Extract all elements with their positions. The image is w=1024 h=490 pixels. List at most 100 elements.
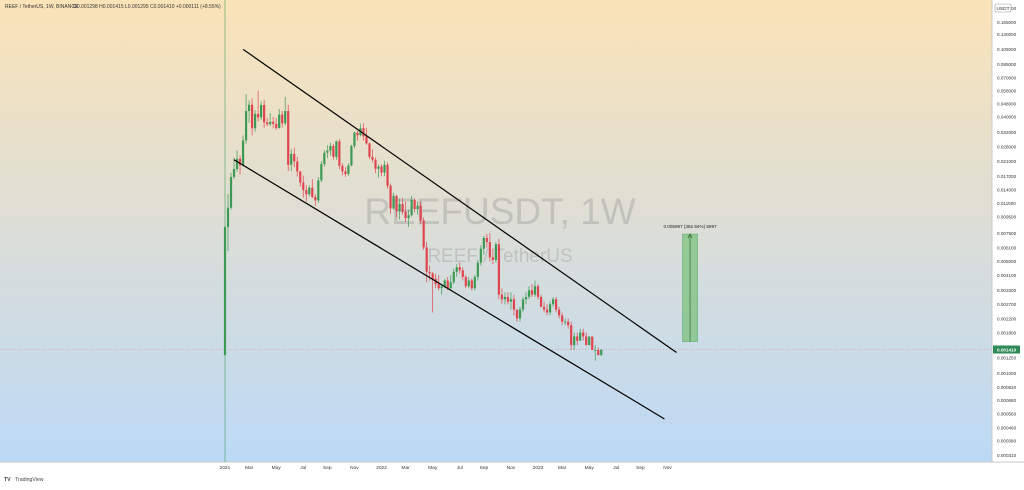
x-tick-label: 2023 [533,465,544,471]
candle-body [582,332,585,337]
candle-body [241,140,245,166]
candle-body [250,104,254,129]
candle-body [570,325,573,346]
x-tick-label: 2022 [376,465,387,471]
y-tick-label: 0.130000 [997,32,1017,37]
candle-body [585,336,588,346]
y-tick-label: 0.048000 [997,102,1017,107]
candle-body [365,136,368,144]
candle-body [278,114,281,129]
candle-body [374,159,377,169]
candle-body [338,141,341,166]
y-tick-label: 0.009500 [997,214,1017,219]
y-tick-label: 0.003300 [997,288,1017,293]
candle-body [464,276,467,287]
candle-body [395,195,398,211]
y-tick-label: 0.155000 [997,20,1017,25]
candle-body [335,141,338,157]
candle-body [299,171,302,183]
candle-body [576,336,579,341]
candle-body [368,143,371,157]
y-tick-label: 0.032000 [997,130,1017,135]
tradingview-logo-icon: TV [4,477,11,483]
candle-body [533,286,537,295]
currency-badge-label: USDT [996,6,1009,12]
ohlc-readout: O0.001298 H0.001415 L0.001295 C0.001410 … [73,4,221,10]
candle-body [284,111,287,124]
candle-body [341,165,344,172]
candle-body [425,247,428,272]
candle-body [308,187,311,195]
candle-body [428,271,431,274]
candle-body [383,164,386,173]
channel-upper-line[interactable] [242,48,677,354]
candle-body [260,104,263,118]
candle-body [530,290,534,295]
candle-body [431,273,434,279]
candle-body [223,226,227,356]
candle-body [275,123,278,129]
candle-body [353,132,356,146]
y-tick-label: 0.070000 [997,75,1017,80]
x-tick-label: Sep [323,465,332,471]
candle-body [247,104,251,111]
candle-body [344,171,347,175]
target-arrow-head-icon [687,233,693,239]
candle-body [494,244,497,260]
candle-body [229,176,233,208]
candle-body [290,153,293,165]
x-tick-label: Jul [457,465,463,471]
x-tick-label: May [428,465,438,471]
candle-body [419,205,422,221]
candle-body [555,299,558,310]
y-tick-label: 0.058000 [997,88,1017,93]
candle-body [314,196,317,201]
x-tick-label: Jul [613,465,619,471]
channel-lower-line[interactable] [233,159,665,420]
y-tick-label: 0.004100 [997,273,1017,278]
candle-body [458,267,461,271]
x-tick-label: May [272,465,282,471]
candle-body [600,349,603,356]
y-tick-label: 0.040000 [997,114,1017,119]
candle-body [371,156,374,160]
y-tick-label: 0.000380 [997,439,1017,444]
x-tick-label: Nov [663,465,672,471]
candle-body [386,164,389,186]
candle-body [413,199,416,210]
y-tick-label: 0.001250 [997,356,1017,361]
x-tick-label: Jul [300,465,306,471]
symbol-label: REEF / TetherUS, 1W, BINANCE [5,4,79,10]
candle-body [362,128,365,137]
plot-background [0,0,992,462]
candle-body [422,220,425,248]
branding-label: TradingView [15,477,44,483]
y-tick-label: 0.021000 [997,159,1017,164]
target-measure-label: 0.005997 (382.94%) 5997 [663,224,717,229]
y-tick-label: 0.007500 [997,231,1017,236]
candle-body [542,306,546,310]
candle-body [332,145,335,157]
currency-badge[interactable] [994,3,1012,13]
candle-body [377,166,380,169]
candle-body [527,290,531,297]
candle-body [476,262,479,277]
candle-body [329,145,332,151]
x-tick-label: Mar [401,465,410,471]
y-tick-label: 0.006100 [997,245,1017,250]
x-tick-label: Nov [350,465,359,471]
y-tick-label: 0.017000 [997,174,1017,179]
candle-body [320,164,323,181]
y-tick-label: 0.026000 [997,144,1017,149]
candle-body [539,296,543,307]
y-tick-label: 0.005000 [997,259,1017,264]
candle-body [455,267,458,272]
candle-body [573,336,576,346]
x-tick-label: Mar [558,465,567,471]
candle-body [380,166,383,173]
y-tick-label: 0.002700 [997,302,1017,307]
candle-body [567,321,570,326]
y-tick-label: 0.105000 [997,47,1017,52]
